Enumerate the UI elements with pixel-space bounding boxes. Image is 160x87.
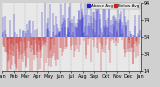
Legend: Above Avg, Below Avg: Above Avg, Below Avg [87, 3, 140, 9]
